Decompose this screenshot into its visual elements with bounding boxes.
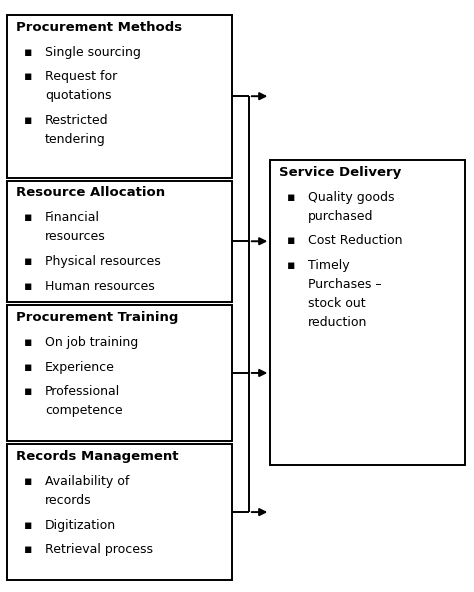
Text: Service Delivery: Service Delivery — [279, 166, 401, 179]
Text: competence: competence — [45, 404, 123, 417]
Text: Resource Allocation: Resource Allocation — [16, 186, 165, 200]
Text: Retrieval process: Retrieval process — [45, 543, 153, 556]
Text: Records Management: Records Management — [16, 450, 178, 463]
Text: Restricted: Restricted — [45, 114, 109, 127]
Text: Purchases –: Purchases – — [308, 278, 382, 291]
Text: Professional: Professional — [45, 385, 120, 398]
FancyBboxPatch shape — [7, 305, 232, 441]
Text: ▪: ▪ — [24, 46, 32, 59]
Text: ▪: ▪ — [287, 259, 295, 272]
Text: stock out: stock out — [308, 297, 366, 310]
Text: ▪: ▪ — [287, 234, 295, 247]
Text: ▪: ▪ — [24, 255, 32, 268]
Text: Single sourcing: Single sourcing — [45, 46, 141, 59]
Text: Digitization: Digitization — [45, 519, 116, 532]
Text: resources: resources — [45, 230, 106, 243]
Text: Financial: Financial — [45, 211, 100, 224]
Text: records: records — [45, 494, 91, 507]
Text: On job training: On job training — [45, 336, 138, 349]
FancyBboxPatch shape — [7, 15, 232, 178]
Text: ▪: ▪ — [24, 280, 32, 293]
Text: ▪: ▪ — [24, 70, 32, 83]
FancyBboxPatch shape — [7, 444, 232, 580]
Text: ▪: ▪ — [287, 191, 295, 204]
Text: tendering: tendering — [45, 133, 106, 146]
Text: Procurement Methods: Procurement Methods — [16, 21, 182, 34]
Text: Cost Reduction: Cost Reduction — [308, 234, 402, 247]
Text: Physical resources: Physical resources — [45, 255, 161, 268]
Text: ▪: ▪ — [24, 336, 32, 349]
FancyBboxPatch shape — [7, 181, 232, 302]
Text: reduction: reduction — [308, 316, 367, 329]
Text: ▪: ▪ — [24, 211, 32, 224]
Text: purchased: purchased — [308, 210, 374, 223]
Text: Procurement Training: Procurement Training — [16, 311, 178, 324]
Text: ▪: ▪ — [24, 475, 32, 488]
Text: ▪: ▪ — [24, 385, 32, 398]
Text: Quality goods: Quality goods — [308, 191, 394, 204]
Text: ▪: ▪ — [24, 543, 32, 556]
Text: Human resources: Human resources — [45, 280, 155, 293]
Text: Experience: Experience — [45, 361, 115, 374]
Text: ▪: ▪ — [24, 519, 32, 532]
Text: Timely: Timely — [308, 259, 350, 272]
Text: quotations: quotations — [45, 89, 111, 102]
FancyBboxPatch shape — [270, 160, 465, 465]
Text: ▪: ▪ — [24, 114, 32, 127]
Text: Availability of: Availability of — [45, 475, 129, 488]
Text: ▪: ▪ — [24, 361, 32, 374]
Text: Request for: Request for — [45, 70, 117, 83]
